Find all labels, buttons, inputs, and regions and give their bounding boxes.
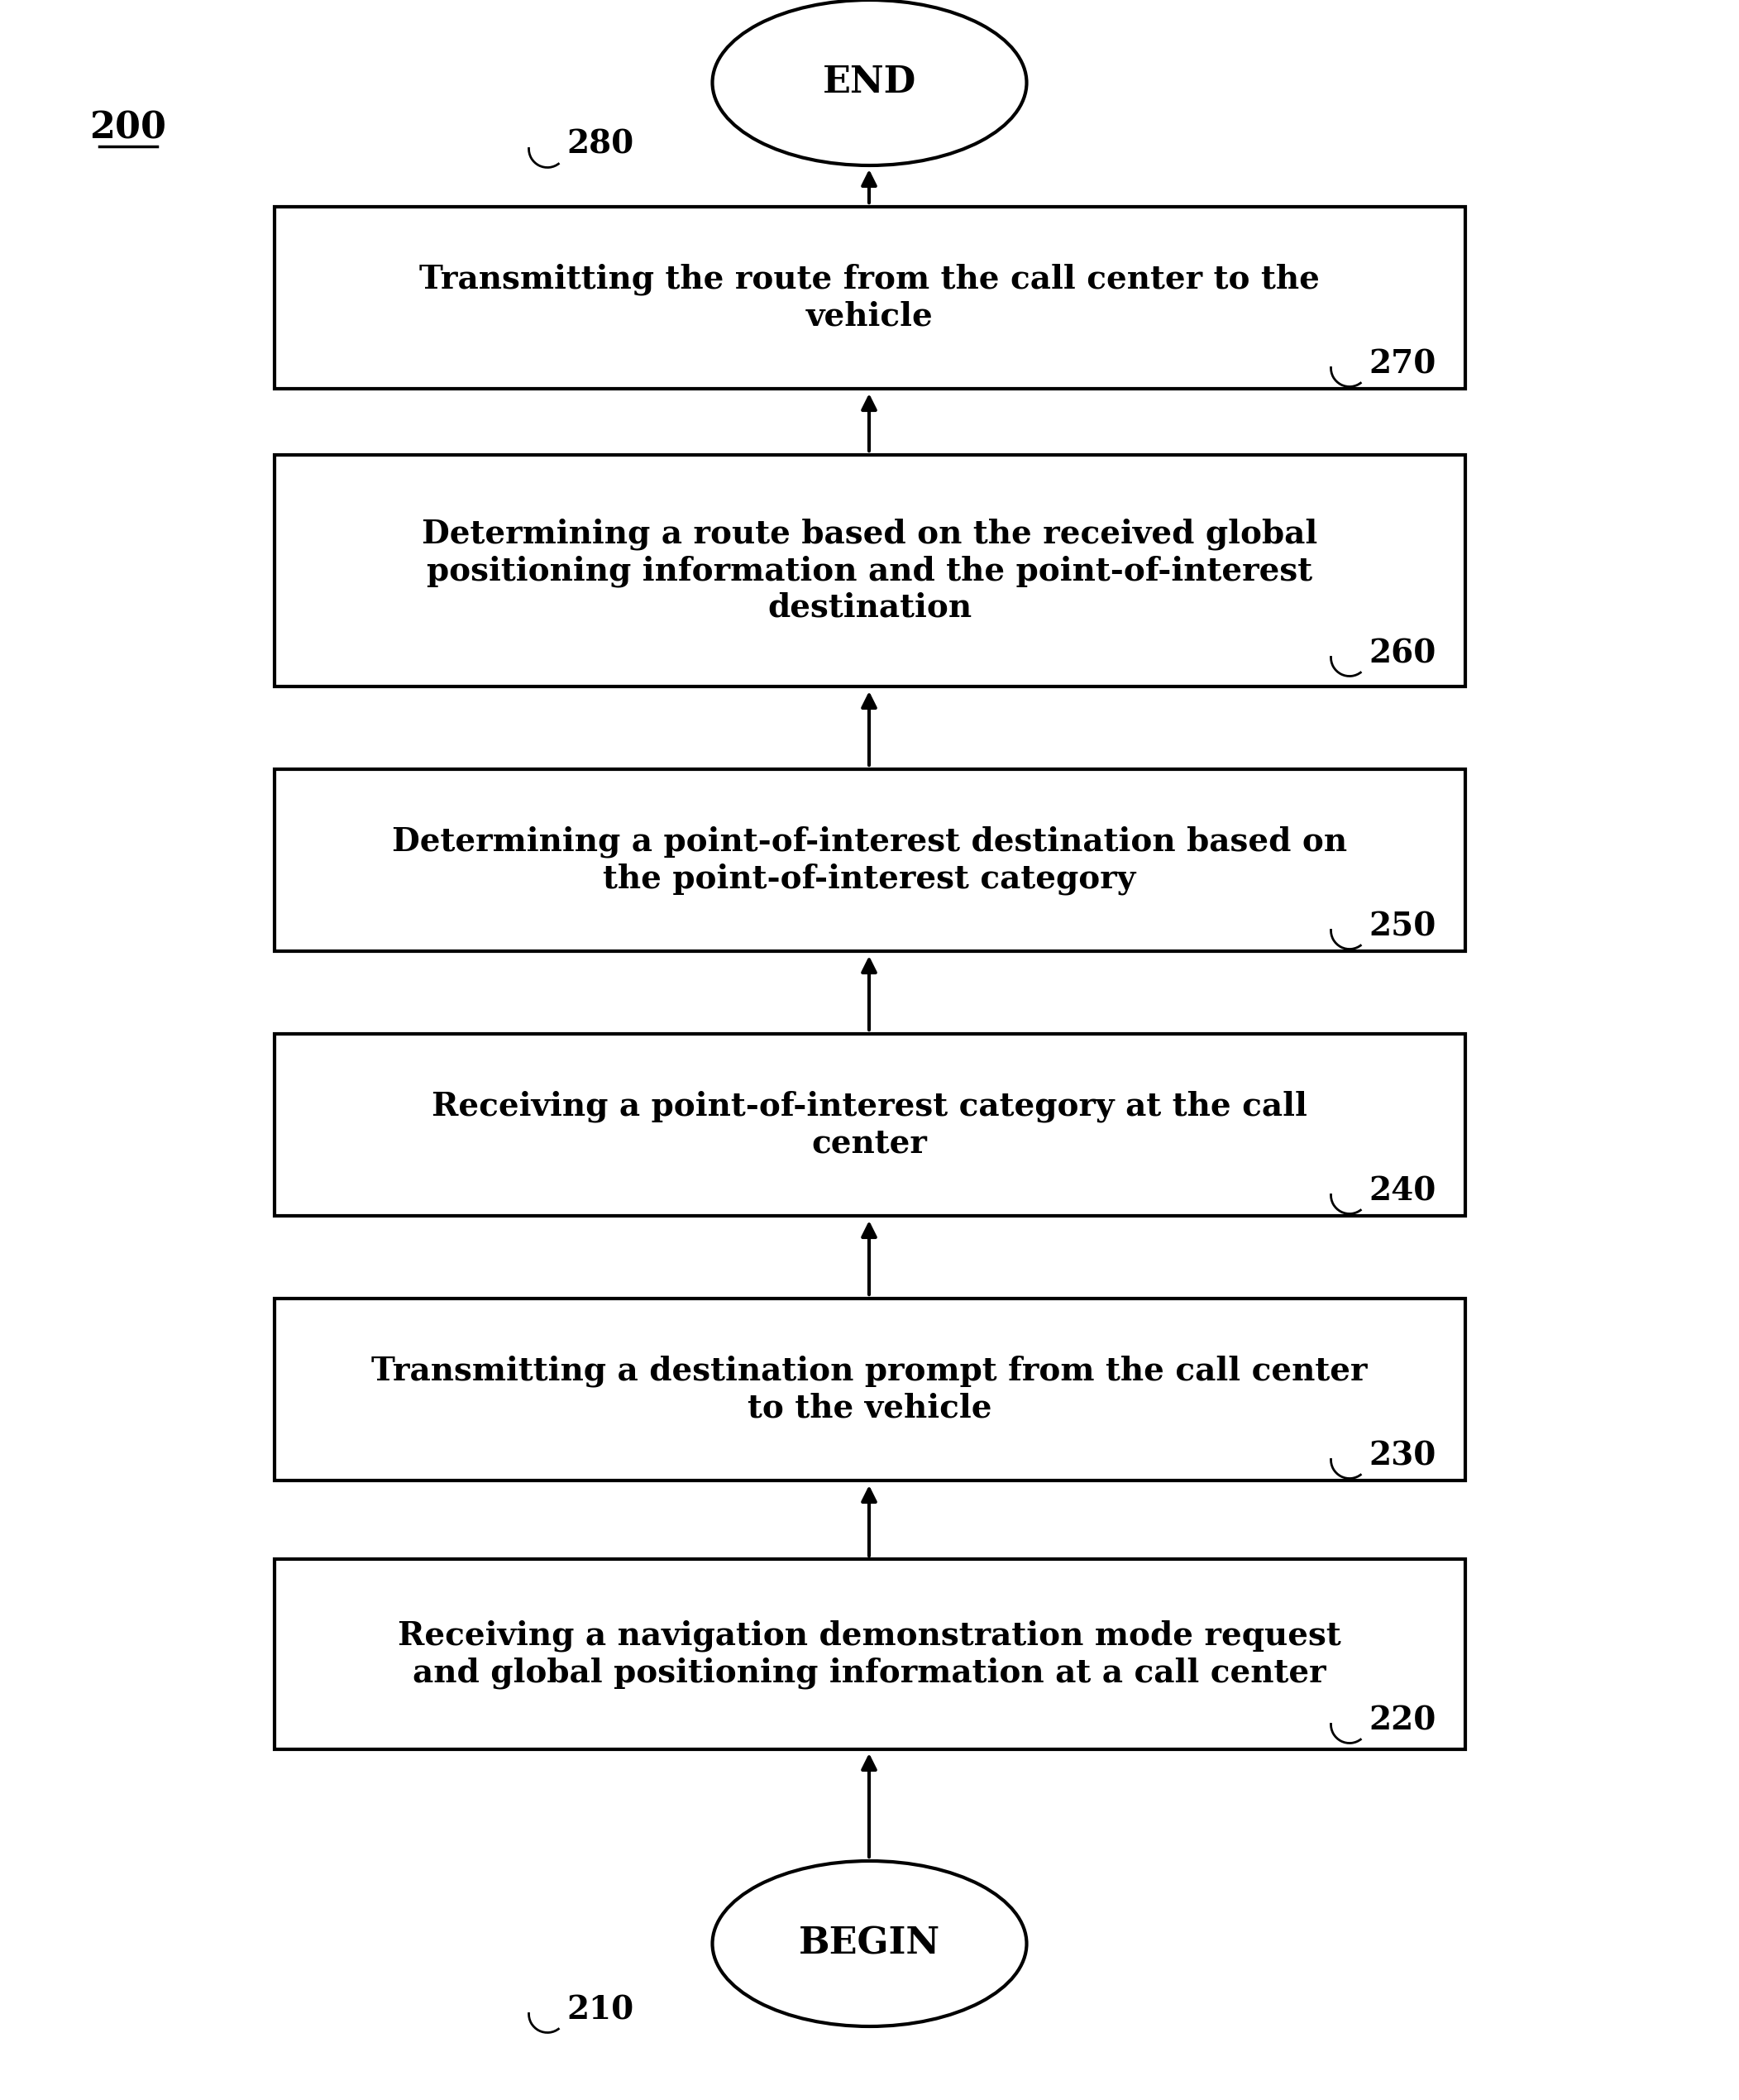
Text: 240: 240 bbox=[1369, 1176, 1436, 1208]
Text: Transmitting a destination prompt from the call center
to the vehicle: Transmitting a destination prompt from t… bbox=[372, 1354, 1367, 1424]
Bar bbox=[275, 456, 1464, 687]
Text: 200: 200 bbox=[90, 111, 167, 147]
Text: 220: 220 bbox=[1369, 1705, 1436, 1737]
Text: 210: 210 bbox=[567, 1995, 633, 2026]
Bar bbox=[275, 1298, 1464, 1480]
Text: 250: 250 bbox=[1369, 911, 1436, 943]
Bar bbox=[275, 769, 1464, 951]
Bar bbox=[275, 206, 1464, 388]
Ellipse shape bbox=[713, 0, 1026, 166]
Text: 260: 260 bbox=[1369, 638, 1436, 670]
Ellipse shape bbox=[713, 1861, 1026, 2026]
Bar bbox=[275, 1033, 1464, 1216]
Text: 230: 230 bbox=[1369, 1441, 1436, 1472]
Text: 270: 270 bbox=[1369, 349, 1436, 380]
Text: Receiving a navigation demonstration mode request
and global positioning informa: Receiving a navigation demonstration mod… bbox=[398, 1619, 1341, 1688]
Text: 280: 280 bbox=[567, 128, 633, 160]
Text: Receiving a point-of-interest category at the call
center: Receiving a point-of-interest category a… bbox=[431, 1090, 1308, 1159]
Text: Transmitting the route from the call center to the
vehicle: Transmitting the route from the call cen… bbox=[419, 265, 1320, 332]
Text: BEGIN: BEGIN bbox=[798, 1926, 941, 1961]
Bar bbox=[275, 1558, 1464, 1749]
Text: Determining a route based on the received global
positioning information and the: Determining a route based on the receive… bbox=[421, 519, 1318, 624]
Text: END: END bbox=[823, 65, 916, 101]
Text: FIG. 2: FIG. 2 bbox=[760, 50, 979, 113]
Text: Determining a point-of-interest destination based on
the point-of-interest categ: Determining a point-of-interest destinat… bbox=[391, 825, 1348, 895]
